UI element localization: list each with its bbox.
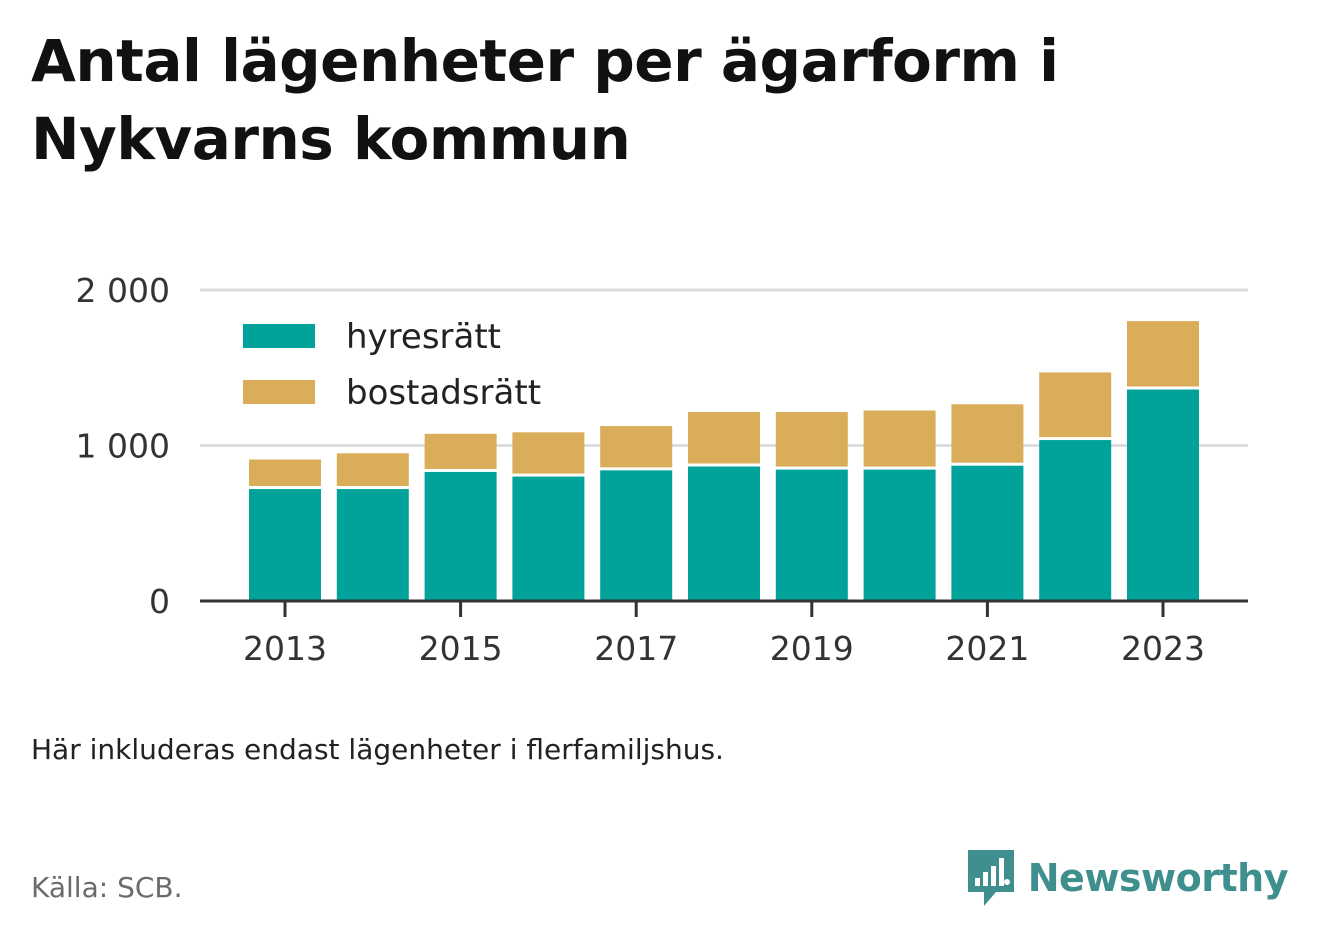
bar-bostadsratt bbox=[951, 404, 1024, 463]
bar-hyresratt bbox=[600, 470, 673, 601]
bar-hyresratt bbox=[1127, 389, 1199, 601]
bar-hyresratt bbox=[951, 465, 1024, 601]
source-label: Källa: SCB. bbox=[31, 871, 183, 904]
bar-bostadsratt bbox=[775, 412, 848, 467]
legend-swatch-bostadsratt bbox=[243, 380, 315, 404]
bar-hyresratt bbox=[688, 466, 760, 601]
bar-hyresratt bbox=[336, 489, 409, 601]
chart-title: Antal lägenheter per ägarform i Nykvarns… bbox=[31, 27, 1059, 173]
bars bbox=[249, 321, 1199, 601]
newsworthy-logo-icon bbox=[967, 850, 1014, 906]
legend: hyresrätt bostadsrätt bbox=[243, 317, 541, 413]
bar-bostadsratt bbox=[249, 459, 321, 487]
bar-bostadsratt bbox=[336, 453, 409, 487]
legend-label-hyresratt: hyresrätt bbox=[346, 317, 501, 357]
legend-label-bostadsratt: bostadsrätt bbox=[346, 373, 541, 413]
axes: 0 1 000 2 000 2013 2015 2017 2019 2021 2023 bbox=[76, 271, 1248, 668]
x-tick-label: 2015 bbox=[419, 629, 503, 668]
x-tick-label: 2021 bbox=[945, 629, 1029, 668]
x-tick-label: 2023 bbox=[1121, 629, 1205, 668]
newsworthy-logo: Newsworthy bbox=[966, 848, 1289, 908]
bar-hyresratt bbox=[512, 476, 585, 601]
bar-bostadsratt bbox=[863, 410, 936, 467]
y-tick-label: 2 000 bbox=[76, 271, 170, 310]
bar-bostadsratt bbox=[600, 426, 673, 468]
legend-swatch-hyresratt bbox=[243, 324, 315, 348]
bar-bostadsratt bbox=[1039, 372, 1112, 438]
bar-bostadsratt bbox=[512, 432, 585, 474]
y-tick-label: 0 bbox=[149, 582, 170, 621]
bar-hyresratt bbox=[424, 471, 497, 601]
bar-hyresratt bbox=[249, 489, 321, 601]
bar-hyresratt bbox=[863, 469, 936, 601]
bar-hyresratt bbox=[775, 469, 848, 601]
bar-bostadsratt bbox=[1127, 321, 1199, 387]
stacked-bar-chart: 0 1 000 2 000 2013 2015 2017 2019 2021 2023 hyre… bbox=[76, 271, 1248, 668]
y-tick-label: 1 000 bbox=[76, 427, 170, 466]
bar-bostadsratt bbox=[688, 412, 760, 464]
x-tick-label: 2013 bbox=[243, 629, 327, 668]
chart-note: Här inkluderas endast lägenheter i flerf… bbox=[31, 733, 724, 766]
bar-hyresratt bbox=[1039, 440, 1112, 601]
brand-name: Newsworthy bbox=[1027, 856, 1289, 900]
x-tick-label: 2019 bbox=[770, 629, 854, 668]
x-tick-label: 2017 bbox=[594, 629, 678, 668]
bar-bostadsratt bbox=[424, 433, 497, 469]
